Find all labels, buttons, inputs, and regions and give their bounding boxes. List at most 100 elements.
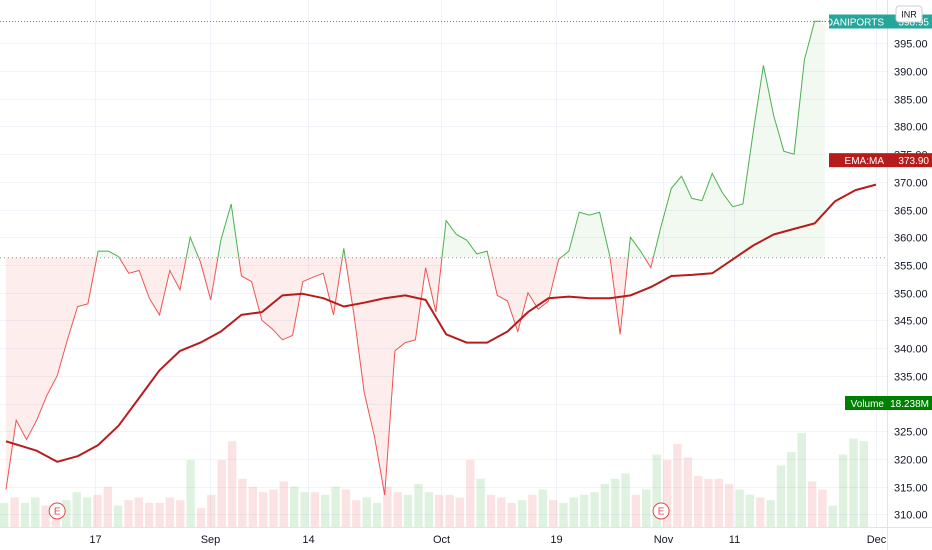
grid bbox=[0, 0, 887, 527]
volume-bar bbox=[849, 438, 858, 527]
volume-bar bbox=[600, 484, 610, 527]
volume-bar bbox=[611, 478, 620, 527]
ema-value-badge-text: 373.90 bbox=[898, 156, 929, 167]
volume-bar bbox=[725, 484, 734, 527]
y-tick-label: 385.00 bbox=[894, 95, 928, 107]
currency-label[interactable]: INR bbox=[895, 5, 923, 23]
x-tick-label: 14 bbox=[302, 534, 314, 546]
volume-value-badge-text: 18.238M bbox=[890, 399, 929, 410]
volume-bar bbox=[714, 478, 723, 527]
volume-bar bbox=[838, 454, 848, 527]
x-tick-label: Dec bbox=[867, 534, 887, 546]
volume-bar bbox=[62, 500, 71, 527]
volume-bar bbox=[476, 478, 485, 527]
volume-bar bbox=[134, 497, 143, 527]
y-tick-label: 335.00 bbox=[894, 372, 928, 384]
y-tick-label: 320.00 bbox=[894, 455, 928, 467]
y-tick-label: 365.00 bbox=[894, 206, 928, 218]
volume-name-badge: Volume bbox=[845, 396, 887, 410]
earnings-marker-icon[interactable]: E bbox=[48, 502, 66, 520]
volume-bar bbox=[662, 460, 672, 527]
volume-bar bbox=[693, 476, 703, 527]
earnings-marker-icon[interactable]: E bbox=[652, 502, 670, 520]
volume-bar bbox=[486, 494, 496, 527]
volume-bar bbox=[652, 454, 661, 527]
volume-bar bbox=[631, 494, 641, 527]
volume-bar bbox=[269, 489, 278, 527]
area-above-baseline bbox=[6, 21, 825, 258]
price-line-down bbox=[5, 257, 654, 496]
volume-bar bbox=[559, 502, 568, 527]
ema-value-badge-box bbox=[887, 153, 932, 168]
volume-bar bbox=[818, 489, 827, 527]
volume-bar bbox=[766, 500, 775, 527]
volume-bar bbox=[186, 460, 195, 527]
volume-bar bbox=[590, 492, 599, 527]
volume-bar bbox=[145, 502, 154, 527]
volume-bar bbox=[455, 497, 465, 527]
time-axis[interactable]: 17 Sep 14 Oct 19 Nov 11 Dec bbox=[89, 534, 886, 546]
volume-bar bbox=[362, 497, 371, 527]
price-line bbox=[5, 20, 825, 496]
volume-value-badge-box bbox=[887, 396, 932, 410]
volume-name-badge-box bbox=[845, 396, 887, 410]
y-tick-label: 345.00 bbox=[894, 316, 928, 328]
ema-name-badge: EMA:MA bbox=[829, 153, 887, 168]
volume-value-badge: 18.238M bbox=[887, 396, 932, 410]
volume-bar bbox=[797, 433, 806, 527]
volume-bar bbox=[93, 494, 102, 527]
y-tick-label: 380.00 bbox=[894, 122, 928, 134]
volume-bar bbox=[279, 481, 288, 527]
volume-bar bbox=[673, 443, 682, 527]
volume-bar bbox=[103, 486, 112, 527]
volume-bar bbox=[372, 502, 382, 527]
x-tick-label: Sep bbox=[201, 534, 221, 546]
earnings-label: E bbox=[54, 507, 61, 518]
volume-bar bbox=[683, 457, 692, 527]
y-tick-label: 355.00 bbox=[894, 261, 928, 273]
volume-bar bbox=[507, 502, 516, 527]
volume-bar bbox=[72, 492, 81, 527]
volume-bar bbox=[828, 505, 837, 527]
ema-line bbox=[5, 183, 877, 463]
y-tick-label: 360.00 bbox=[894, 233, 928, 245]
price-name-badge-box bbox=[829, 14, 887, 29]
volume-bar bbox=[310, 492, 320, 527]
volume-bar bbox=[424, 492, 433, 527]
y-tick-label: 340.00 bbox=[894, 344, 928, 356]
volume-bar bbox=[248, 486, 257, 527]
volume-bar bbox=[756, 497, 765, 527]
x-tick-label: 11 bbox=[729, 534, 740, 546]
price-name-badge-text: ADANIPORTS bbox=[819, 18, 884, 29]
volume-bar bbox=[787, 452, 796, 527]
volume-bar bbox=[735, 489, 744, 527]
price-axis[interactable]: 310.00315.00320.00325.00330.00335.00340.… bbox=[894, 39, 928, 522]
volume-bar bbox=[517, 500, 527, 527]
volume-bar bbox=[155, 502, 164, 527]
volume-bar bbox=[497, 497, 506, 527]
ema-name-badge-box bbox=[829, 153, 887, 168]
volume-bar bbox=[290, 486, 299, 527]
volume-name-badge-text: Volume bbox=[851, 399, 885, 410]
earnings-circle bbox=[48, 502, 66, 520]
volume-bar bbox=[414, 484, 423, 527]
volume-bar bbox=[704, 478, 713, 527]
volume-bar bbox=[165, 497, 175, 527]
volume-bar bbox=[20, 502, 30, 527]
volume-bar bbox=[227, 441, 237, 527]
volume-bar bbox=[31, 497, 40, 527]
volume-bar bbox=[258, 492, 268, 527]
ema-value-badge: 373.90 bbox=[887, 153, 932, 168]
volume-bar bbox=[300, 492, 309, 527]
area-below-baseline bbox=[6, 257, 654, 496]
volume-bar bbox=[538, 489, 547, 527]
volume-bar bbox=[383, 486, 392, 527]
volume-bar bbox=[82, 497, 92, 527]
volume-bar bbox=[548, 500, 558, 527]
volume-bar bbox=[445, 494, 454, 527]
volume-bar bbox=[642, 489, 651, 527]
earnings-label: E bbox=[658, 507, 665, 518]
volume-bar bbox=[331, 486, 340, 527]
